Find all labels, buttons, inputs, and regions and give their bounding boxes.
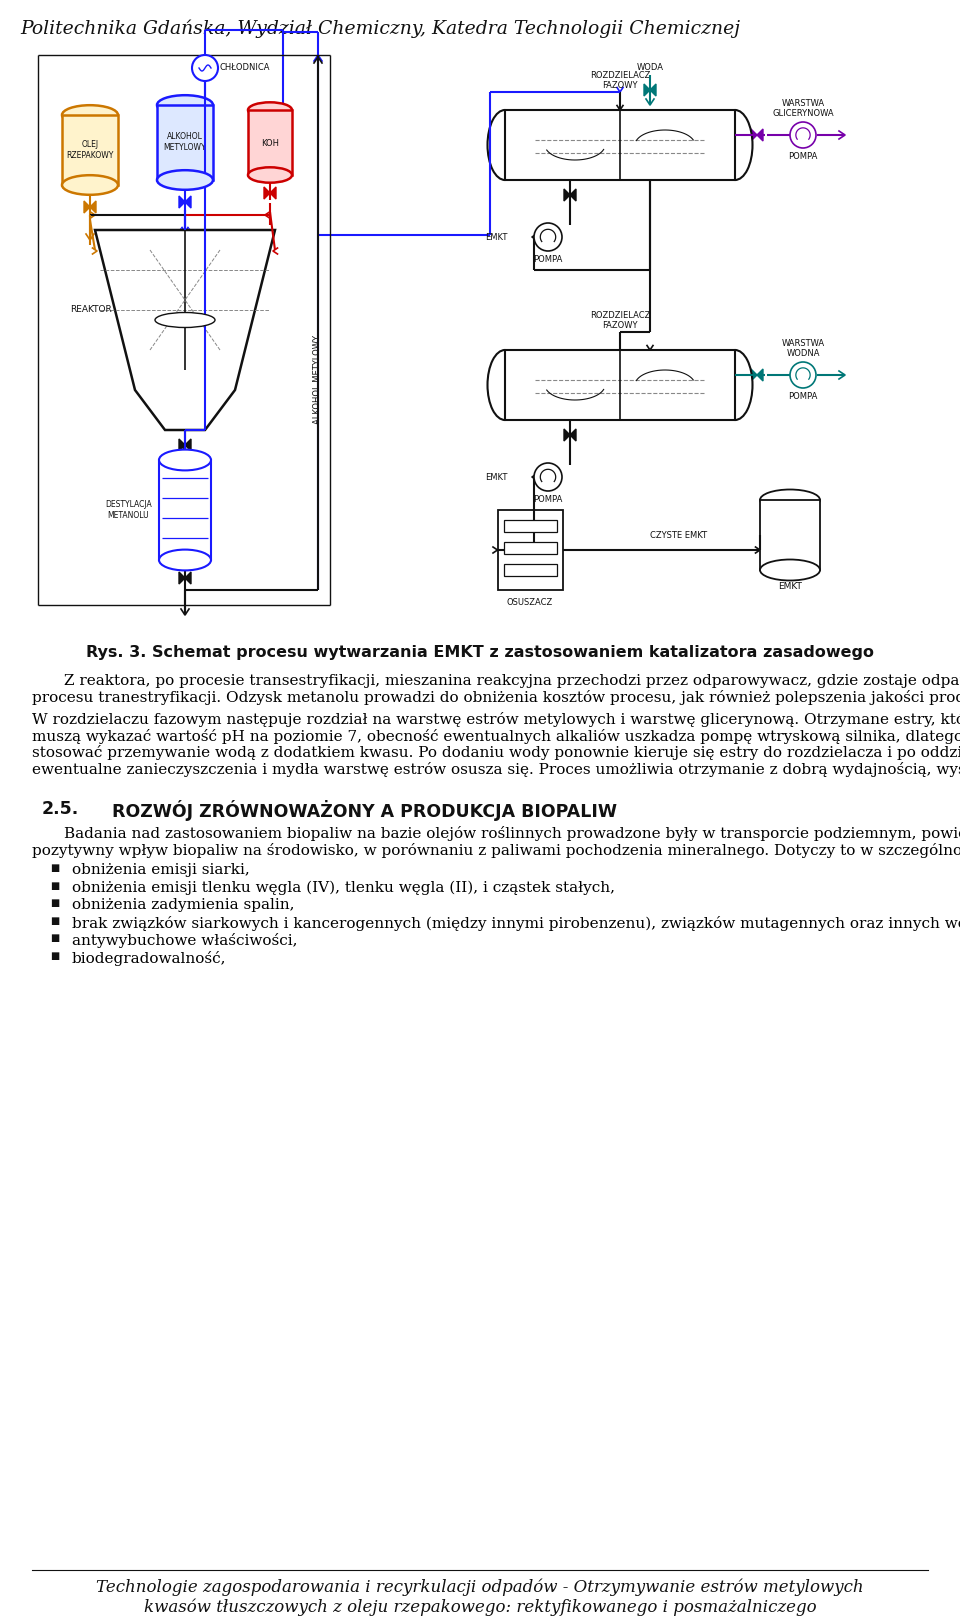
Polygon shape [90,201,96,213]
Text: ■: ■ [50,863,60,873]
Text: pozytywny wpływ biopaliw na środowisko, w porównaniu z paliwami pochodzenia mine: pozytywny wpływ biopaliw na środowisko, … [32,842,960,857]
Bar [760,500,820,571]
Text: REAKTOR: REAKTOR [70,306,111,314]
Text: stosować przemywanie wodą z dodatkiem kwasu. Po dodaniu wody ponownie kieruje si: stosować przemywanie wodą z dodatkiem kw… [32,745,960,760]
Polygon shape [757,129,763,141]
Text: POMPA: POMPA [788,391,818,401]
Text: ■: ■ [50,933,60,943]
Text: ROZWÓJ ZRÓWNOWAŻONY A PRODUKCJA BIOPALIW: ROZWÓJ ZRÓWNOWAŻONY A PRODUKCJA BIOPALIW [112,800,617,821]
Bar [505,349,735,420]
Polygon shape [84,201,90,213]
Polygon shape [270,188,276,199]
Ellipse shape [248,167,292,183]
Bar [497,509,563,590]
Ellipse shape [157,95,213,115]
Text: WODA: WODA [636,63,663,73]
Ellipse shape [62,105,118,125]
Ellipse shape [717,110,753,179]
Text: POMPA: POMPA [534,495,563,505]
Polygon shape [570,429,576,441]
Ellipse shape [488,110,522,179]
Text: Politechnika Gdańska, Wydział Chemiczny, Katedra Technologii Chemicznej: Politechnika Gdańska, Wydział Chemiczny,… [20,19,740,39]
Text: OSUSZACZ: OSUSZACZ [507,598,553,606]
Bar [505,110,735,179]
Text: Badania nad zastosowaniem biopaliw na bazie olejów roślinnych prowadzone były w : Badania nad zastosowaniem biopaliw na ba… [64,826,960,841]
Text: POMPA: POMPA [534,255,563,264]
Polygon shape [570,189,576,201]
Polygon shape [644,84,650,95]
Ellipse shape [155,312,215,328]
Text: EMKT: EMKT [486,472,508,482]
Text: ■: ■ [50,915,60,925]
Text: biodegradowalność,: biodegradowalność, [72,951,227,965]
Ellipse shape [717,349,753,420]
Polygon shape [264,188,270,199]
Bar [503,564,557,576]
Polygon shape [564,189,570,201]
Text: obniżenia emisji tlenku węgla (IV), tlenku węgla (II), i cząstek stałych,: obniżenia emisji tlenku węgla (IV), tlen… [72,881,615,894]
Text: EMKT: EMKT [486,233,508,241]
Ellipse shape [62,175,118,194]
Ellipse shape [760,559,820,581]
Ellipse shape [760,490,820,511]
Ellipse shape [488,349,522,420]
Text: CHŁODNICA: CHŁODNICA [220,63,271,73]
Text: ■: ■ [50,897,60,909]
Text: Rys. 3. Schemat procesu wytwarzania EMKT z zastosowaniem katalizatora zasadowego: Rys. 3. Schemat procesu wytwarzania EMKT… [86,645,874,660]
Text: obniżenia emisji siarki,: obniżenia emisji siarki, [72,863,250,876]
Polygon shape [185,438,191,451]
Text: OLEJ
RZEPAKOWY: OLEJ RZEPAKOWY [66,141,113,160]
Circle shape [790,362,816,388]
Circle shape [534,223,562,251]
Text: 2.5.: 2.5. [42,800,80,818]
Polygon shape [751,129,757,141]
Text: DESTYLACJA
METANOLU: DESTYLACJA METANOLU [105,500,152,519]
Text: ALKOHOL
METYLOWY: ALKOHOL METYLOWY [164,133,206,152]
Ellipse shape [248,102,292,118]
Text: Z reaktora, po procesie transestryfikacji, mieszanina reakcyjna przechodzi przez: Z reaktora, po procesie transestryfikacj… [64,673,960,687]
Polygon shape [751,369,757,382]
Text: CZYSTE EMKT: CZYSTE EMKT [650,530,708,540]
Text: ewentualne zanieczyszczenia i mydła warstwę estrów osusza się. Proces umożliwia : ewentualne zanieczyszczenia i mydła wars… [32,762,960,776]
Text: ■: ■ [50,881,60,891]
Text: Technologie zagospodarowania i recyrkulacji odpadów - Otrzymywanie estrów metylo: Technologie zagospodarowania i recyrkula… [96,1578,864,1596]
Bar [157,105,213,179]
Text: procesu tranestryfikacji. Odzysk metanolu prowadzi do obniżenia kosztów procesu,: procesu tranestryfikacji. Odzysk metanol… [32,689,960,705]
Circle shape [534,462,562,492]
Polygon shape [179,196,185,209]
Polygon shape [185,572,191,584]
Circle shape [192,55,218,81]
Text: muszą wykazać wartość pH na poziomie 7, obecność ewentualnych alkaliów uszkadza : muszą wykazać wartość pH na poziomie 7, … [32,729,960,744]
Bar [503,542,557,555]
Text: ■: ■ [50,951,60,960]
Text: W rozdzielaczu fazowym następuje rozdział na warstwę estrów metylowych i warstwę: W rozdzielaczu fazowym następuje rozdzia… [32,711,960,728]
Polygon shape [185,196,191,209]
Text: POMPA: POMPA [788,152,818,162]
Text: ALKOHOL METYLOWY: ALKOHOL METYLOWY [314,335,323,425]
Text: ROZDZIELACZ
FAZOWY: ROZDZIELACZ FAZOWY [589,310,650,330]
Text: obniżenia zadymienia spalin,: obniżenia zadymienia spalin, [72,897,295,912]
Text: kwasów tłuszczowych z oleju rzepakowego: rektyfikowanego i posmażalniczego: kwasów tłuszczowych z oleju rzepakowego:… [144,1598,816,1615]
Bar [503,521,557,532]
Text: KOH: KOH [261,139,279,147]
Text: EMKT: EMKT [778,582,802,590]
Text: antywybuchowe właściwości,: antywybuchowe właściwości, [72,933,298,948]
Bar [248,110,292,175]
Ellipse shape [157,170,213,189]
Polygon shape [650,84,656,95]
Polygon shape [95,230,275,430]
Polygon shape [564,429,570,441]
Bar [62,115,118,184]
Bar [159,459,211,559]
Text: ROZDZIELACZ
FAZOWY: ROZDZIELACZ FAZOWY [589,71,650,91]
Circle shape [790,121,816,149]
Polygon shape [179,572,185,584]
Polygon shape [757,369,763,382]
Text: brak związków siarkowych i kancerogennych (między innymi pirobenzenu), związków : brak związków siarkowych i kancerogennyc… [72,915,960,930]
Ellipse shape [159,450,211,471]
Text: WARSTWA
GLICERYNOWA: WARSTWA GLICERYNOWA [772,99,834,118]
Polygon shape [179,438,185,451]
Ellipse shape [159,550,211,571]
Text: WARSTWA
WODNA: WARSTWA WODNA [781,338,825,357]
